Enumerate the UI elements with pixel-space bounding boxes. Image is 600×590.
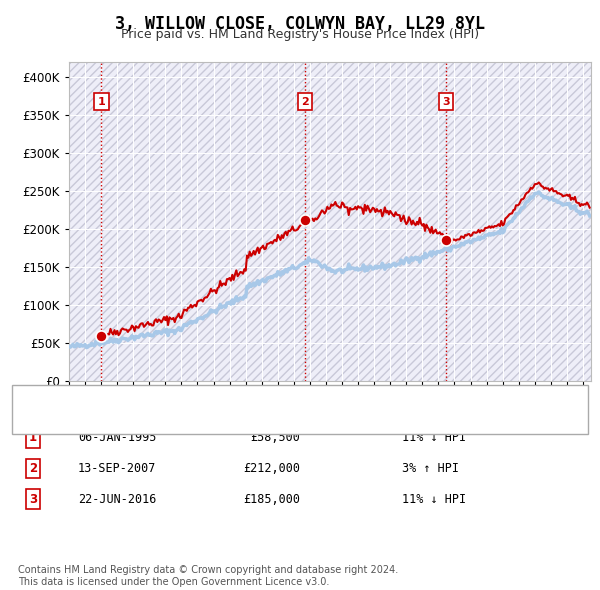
Text: £185,000: £185,000 (243, 493, 300, 506)
Text: 3: 3 (442, 97, 450, 107)
Text: 06-JAN-1995: 06-JAN-1995 (78, 431, 157, 444)
Text: 2: 2 (301, 97, 309, 107)
Text: 1: 1 (29, 431, 37, 444)
Text: 11% ↓ HPI: 11% ↓ HPI (402, 493, 466, 506)
Text: 3, WILLOW CLOSE, COLWYN BAY, LL29 8YL: 3, WILLOW CLOSE, COLWYN BAY, LL29 8YL (115, 15, 485, 33)
Text: Contains HM Land Registry data © Crown copyright and database right 2024.
This d: Contains HM Land Registry data © Crown c… (18, 565, 398, 587)
Text: 3% ↑ HPI: 3% ↑ HPI (402, 462, 459, 475)
Text: Price paid vs. HM Land Registry's House Price Index (HPI): Price paid vs. HM Land Registry's House … (121, 28, 479, 41)
Text: £58,500: £58,500 (250, 431, 300, 444)
Text: £212,000: £212,000 (243, 462, 300, 475)
Text: 2: 2 (29, 462, 37, 475)
Text: HPI: Average price, detached house, Conwy: HPI: Average price, detached house, Conw… (69, 415, 313, 425)
Text: 3, WILLOW CLOSE, COLWYN BAY, LL29 8YL (detached house): 3, WILLOW CLOSE, COLWYN BAY, LL29 8YL (d… (69, 394, 408, 404)
Text: 13-SEP-2007: 13-SEP-2007 (78, 462, 157, 475)
Text: 22-JUN-2016: 22-JUN-2016 (78, 493, 157, 506)
Text: 3: 3 (29, 493, 37, 506)
Text: 1: 1 (98, 97, 106, 107)
Text: 11% ↓ HPI: 11% ↓ HPI (402, 431, 466, 444)
